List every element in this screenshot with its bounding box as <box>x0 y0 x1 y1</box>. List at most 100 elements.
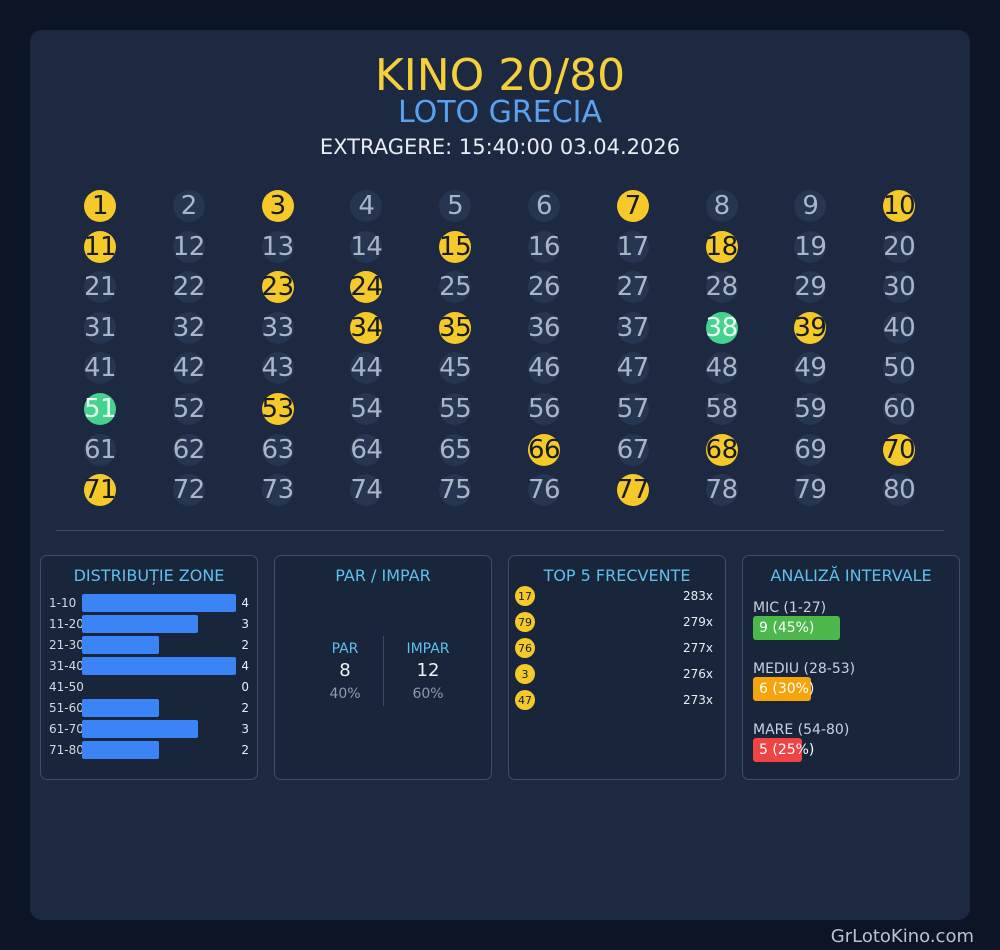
top5-row: 79 279x <box>515 612 719 632</box>
number-ball-80: 80 <box>883 474 916 507</box>
number-ball-45: 45 <box>439 352 472 385</box>
number-ball-7: 7 <box>616 190 649 222</box>
parity-title: PAR / IMPAR <box>335 566 431 585</box>
number-ball-2: 2 <box>172 190 205 222</box>
number-ball-46: 46 <box>527 352 561 385</box>
number-ball-3: 3 <box>261 190 294 222</box>
number-ball-1: 1 <box>84 190 116 222</box>
zones-title: DISTRIBUȚIE ZONE <box>73 566 225 585</box>
number-ball-79: 79 <box>794 474 827 507</box>
number-ball-59: 59 <box>794 393 827 425</box>
number-ball-71: 71 <box>83 474 117 507</box>
number-ball-57: 57 <box>616 393 649 425</box>
zone-count: 2 <box>241 638 249 652</box>
number-ball-24: 24 <box>350 271 383 304</box>
divider <box>56 530 944 531</box>
interval-label: MEDIU (28-53) <box>753 661 856 677</box>
number-ball-48: 48 <box>705 352 738 385</box>
zone-label: 71-80 <box>49 743 84 757</box>
number-ball-4: 4 <box>350 190 383 222</box>
zone-count: 0 <box>241 680 249 694</box>
number-ball-56: 56 <box>527 393 561 425</box>
interval-value: 5 (25%) <box>759 742 815 758</box>
zone-label: 21-30 <box>49 638 84 652</box>
draw-datetime: EXTRAGERE: 15:40:00 03.04.2026 <box>319 135 681 159</box>
number-grid: 1 2 3 4 5 6 7 8 9 10 11 12 13 14 15 16 17 18 19 20 21 22 23 24 2… <box>56 186 944 510</box>
zone-count: 3 <box>241 617 249 631</box>
zone-count: 4 <box>241 659 249 673</box>
zone-count: 3 <box>241 722 249 736</box>
number-ball-54: 54 <box>350 393 383 425</box>
zone-bar <box>82 741 159 759</box>
site-footer[interactable]: GrLotoKino.com <box>830 926 974 947</box>
top5-row: 17 283x <box>515 586 719 606</box>
top5-count: 277x <box>682 641 713 655</box>
number-ball-75: 75 <box>439 474 472 507</box>
top5-count: 276x <box>682 667 713 681</box>
number-ball-30: 30 <box>883 271 916 304</box>
number-ball-20: 20 <box>883 230 916 263</box>
number-ball-53: 53 <box>261 393 294 425</box>
number-ball-31: 31 <box>83 311 117 344</box>
odd-label: IMPAR <box>406 641 450 657</box>
top5-row: 76 277x <box>515 638 719 658</box>
top5-number: 3 <box>515 664 535 684</box>
number-ball-6: 6 <box>528 190 560 222</box>
zone-label: 41-50 <box>49 680 84 694</box>
number-ball-27: 27 <box>616 271 649 304</box>
zone-count: 2 <box>241 743 249 757</box>
even-label: PAR <box>331 641 359 657</box>
number-ball-10: 10 <box>883 190 916 222</box>
number-ball-11: 11 <box>83 230 117 263</box>
even-value: 8 <box>339 660 351 681</box>
number-ball-64: 64 <box>350 433 383 466</box>
number-ball-40: 40 <box>883 311 916 344</box>
number-ball-62: 62 <box>172 433 205 466</box>
number-ball-21: 21 <box>83 271 117 304</box>
zone-count: 4 <box>241 596 249 610</box>
number-ball-18: 18 <box>705 230 738 263</box>
number-ball-34: 34 <box>350 311 383 344</box>
number-ball-58: 58 <box>705 393 738 425</box>
number-ball-69: 69 <box>794 433 827 466</box>
number-ball-47: 47 <box>616 352 649 385</box>
number-ball-41: 41 <box>83 352 117 385</box>
interval-value: 9 (45%) <box>759 620 815 636</box>
number-ball-68: 68 <box>705 433 738 466</box>
number-ball-65: 65 <box>439 433 472 466</box>
number-ball-15: 15 <box>439 230 472 263</box>
number-ball-9: 9 <box>794 190 827 222</box>
number-ball-16: 16 <box>527 230 561 263</box>
number-ball-26: 26 <box>527 271 561 304</box>
number-ball-61: 61 <box>83 433 117 466</box>
number-ball-74: 74 <box>350 474 383 507</box>
number-ball-60: 60 <box>883 393 916 425</box>
number-ball-66: 66 <box>527 433 561 466</box>
number-ball-29: 29 <box>794 271 827 304</box>
number-ball-73: 73 <box>261 474 294 507</box>
odd-column: IMPAR 12 60% <box>388 641 468 702</box>
intervals-title: ANALIZĂ INTERVALE <box>770 566 932 585</box>
number-ball-32: 32 <box>172 311 205 344</box>
page-title: KINO 20/80 <box>374 50 626 101</box>
page-subtitle: LOTO GRECIA <box>397 95 603 130</box>
top5-row: 3 276x <box>515 664 719 684</box>
number-ball-51: 51 <box>83 393 117 425</box>
number-ball-35: 35 <box>439 311 472 344</box>
zone-label: 51-60 <box>49 701 84 715</box>
zone-row: 31-40 4 <box>49 657 251 675</box>
zone-row: 21-30 2 <box>49 636 251 654</box>
interval-bar <box>753 616 841 640</box>
parity-separator <box>383 636 384 706</box>
number-ball-12: 12 <box>172 230 205 263</box>
zone-label: 1-10 <box>49 596 77 610</box>
number-ball-22: 22 <box>172 271 205 304</box>
number-ball-63: 63 <box>261 433 294 466</box>
zone-label: 11-20 <box>49 617 84 631</box>
number-ball-50: 50 <box>883 352 916 385</box>
zone-row: 41-50 0 <box>49 678 251 696</box>
odd-percent: 60% <box>412 686 444 702</box>
top5-title: TOP 5 FRECVENTE <box>543 566 691 585</box>
interval-bar <box>753 738 802 762</box>
zone-bar <box>82 720 198 738</box>
